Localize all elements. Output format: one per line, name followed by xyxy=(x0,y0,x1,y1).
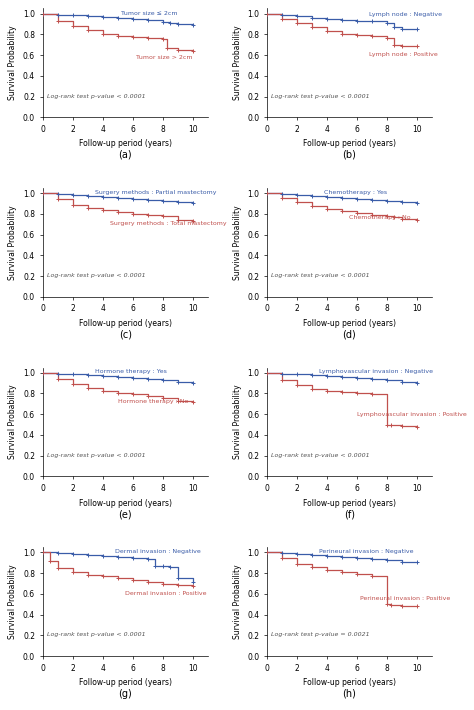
X-axis label: Follow-up period (years): Follow-up period (years) xyxy=(303,678,396,687)
Text: Lymphovascular invasion : Negative: Lymphovascular invasion : Negative xyxy=(319,369,433,374)
Y-axis label: Survival Probability: Survival Probability xyxy=(9,26,18,100)
Y-axis label: Survival Probability: Survival Probability xyxy=(233,564,242,639)
Text: Lymphovascular invasion : Positive: Lymphovascular invasion : Positive xyxy=(357,412,466,417)
Text: Log-rank test p-value < 0.0001: Log-rank test p-value < 0.0001 xyxy=(47,273,146,278)
Text: Log-rank test p-value < 0.0001: Log-rank test p-value < 0.0001 xyxy=(47,633,146,638)
Text: (g): (g) xyxy=(118,689,132,699)
Text: Perineural invasion : Negative: Perineural invasion : Negative xyxy=(319,549,414,554)
Text: Log-rank test p-value < 0.0001: Log-rank test p-value < 0.0001 xyxy=(271,273,370,278)
Y-axis label: Survival Probability: Survival Probability xyxy=(9,385,18,459)
Text: Dermal invasion : Positive: Dermal invasion : Positive xyxy=(125,591,207,596)
Y-axis label: Survival Probability: Survival Probability xyxy=(233,385,242,459)
Text: Surgery methods : Partial mastectomy: Surgery methods : Partial mastectomy xyxy=(95,190,217,195)
Text: Tumor size > 2cm: Tumor size > 2cm xyxy=(136,55,192,60)
Text: Surgery methods : Total mastectomy: Surgery methods : Total mastectomy xyxy=(110,221,227,226)
Text: Log-rank test p-value < 0.0001: Log-rank test p-value < 0.0001 xyxy=(271,94,370,99)
Text: Lymph node : Positive: Lymph node : Positive xyxy=(369,53,438,58)
Text: Log-rank test p-value < 0.0001: Log-rank test p-value < 0.0001 xyxy=(47,94,146,99)
Y-axis label: Survival Probability: Survival Probability xyxy=(233,205,242,280)
Y-axis label: Survival Probability: Survival Probability xyxy=(9,564,18,639)
Text: (f): (f) xyxy=(344,509,355,519)
Text: (c): (c) xyxy=(118,329,132,339)
Text: (a): (a) xyxy=(118,150,132,160)
X-axis label: Follow-up period (years): Follow-up period (years) xyxy=(79,139,172,148)
Text: Log-rank test p-value < 0.0001: Log-rank test p-value < 0.0001 xyxy=(271,453,370,458)
Text: (b): (b) xyxy=(342,150,356,160)
X-axis label: Follow-up period (years): Follow-up period (years) xyxy=(79,678,172,687)
Text: Hormone therapy : No: Hormone therapy : No xyxy=(118,398,188,403)
X-axis label: Follow-up period (years): Follow-up period (years) xyxy=(79,498,172,508)
Text: Dermal invasion : Negative: Dermal invasion : Negative xyxy=(115,549,201,554)
X-axis label: Follow-up period (years): Follow-up period (years) xyxy=(303,498,396,508)
Text: (d): (d) xyxy=(342,329,356,339)
Y-axis label: Survival Probability: Survival Probability xyxy=(9,205,18,280)
Y-axis label: Survival Probability: Survival Probability xyxy=(233,26,242,100)
Text: Tumor size ≤ 2cm: Tumor size ≤ 2cm xyxy=(121,11,177,16)
Text: Chemotherapy : Yes: Chemotherapy : Yes xyxy=(324,190,387,195)
Text: Lymph node : Negative: Lymph node : Negative xyxy=(369,11,442,16)
Text: Log-rank test p-value < 0.0001: Log-rank test p-value < 0.0001 xyxy=(47,453,146,458)
Text: Log-rank test p-value = 0.0021: Log-rank test p-value = 0.0021 xyxy=(271,633,370,638)
X-axis label: Follow-up period (years): Follow-up period (years) xyxy=(303,319,396,328)
X-axis label: Follow-up period (years): Follow-up period (years) xyxy=(303,139,396,148)
Text: Hormone therapy : Yes: Hormone therapy : Yes xyxy=(95,369,167,374)
Text: (e): (e) xyxy=(118,509,132,519)
Text: Chemotherapy : No: Chemotherapy : No xyxy=(349,215,411,220)
X-axis label: Follow-up period (years): Follow-up period (years) xyxy=(79,319,172,328)
Text: Perineural invasion : Positive: Perineural invasion : Positive xyxy=(360,596,450,601)
Text: (h): (h) xyxy=(342,689,356,699)
